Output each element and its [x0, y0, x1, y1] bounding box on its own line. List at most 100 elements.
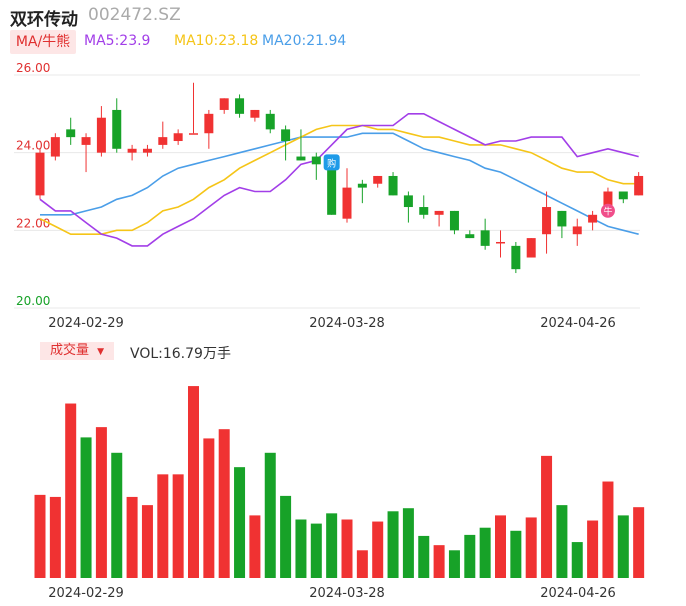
candle-body: [235, 98, 245, 114]
bull-marker-label: 牛: [603, 205, 612, 217]
candle-body: [173, 133, 183, 142]
volume-bar: [402, 508, 414, 578]
candle-body: [373, 175, 383, 184]
candle-body: [250, 109, 260, 118]
x-tick-label: 2024-02-29: [48, 316, 124, 331]
candle-body: [572, 226, 582, 235]
volume-bar: [510, 530, 522, 578]
y-tick-label: 26.00: [16, 61, 50, 75]
candle-body: [557, 210, 567, 227]
volume-bar: [141, 505, 153, 578]
ma20-label: MA20:21.94: [262, 33, 347, 49]
volume-bar: [326, 513, 338, 578]
candle-body: [618, 191, 628, 200]
volume-bar: [602, 481, 614, 578]
volume-x-tick-label: 2024-04-26: [540, 586, 616, 601]
y-tick-label: 24.00: [16, 139, 50, 153]
volume-bar: [464, 534, 476, 578]
volume-bar: [264, 452, 276, 578]
candle-body: [480, 230, 490, 246]
candle-body: [311, 156, 321, 165]
candle-body: [204, 113, 214, 134]
volume-bar: [203, 438, 215, 578]
volume-bar: [372, 521, 384, 578]
volume-bar: [310, 523, 322, 578]
volume-bar: [617, 515, 629, 578]
volume-bar: [218, 429, 230, 578]
volume-indicator-label: 成交量: [50, 343, 90, 358]
y-tick-label: 22.00: [16, 216, 50, 230]
volume-bar: [249, 515, 261, 578]
candle-body: [158, 137, 168, 145]
volume-bar: [95, 427, 107, 578]
candle-body: [449, 210, 459, 231]
volume-bar: [587, 520, 599, 578]
caret-down-icon: ▼: [97, 347, 105, 357]
candle-body: [526, 238, 536, 258]
volume-bar: [495, 515, 506, 578]
candle-body: [35, 152, 45, 196]
stock-name: 双环传动: [10, 10, 78, 30]
volume-bar: [49, 496, 61, 578]
ma5-line: [39, 113, 639, 247]
volume-bar: [111, 452, 123, 578]
ma10-line: [39, 124, 639, 235]
ma5-label: MA5:23.9: [84, 33, 151, 49]
candle-body: [496, 241, 505, 244]
candle-body: [96, 117, 106, 153]
candle-body: [465, 234, 475, 239]
buy-marker-icon: [323, 154, 340, 171]
candle-body: [357, 183, 367, 188]
volume-bar: [418, 535, 430, 578]
volume-indicator-button[interactable]: 成交量 ▼: [40, 342, 114, 360]
volume-bar: [234, 467, 246, 578]
candle-body: [66, 129, 76, 138]
bull-marker-icon: [600, 203, 615, 218]
volume-bar: [172, 474, 184, 578]
candle-body: [265, 113, 275, 130]
volume-bar: [157, 474, 169, 578]
volume-bar: [280, 495, 292, 578]
candle-body: [81, 137, 91, 145]
volume-bar: [34, 494, 46, 578]
ma10-label: MA10:23.18: [174, 33, 259, 49]
x-tick-label: 2024-03-28: [309, 316, 385, 331]
candle-body: [434, 210, 444, 215]
volume-bar: [525, 517, 537, 578]
volume-bar: [541, 455, 553, 578]
candle-body: [112, 109, 122, 149]
volume-x-tick-label: 2024-03-28: [309, 586, 385, 601]
volume-bar: [80, 437, 92, 578]
volume-bar: [65, 403, 77, 578]
stock-code: 002472.SZ: [88, 5, 181, 25]
y-tick-label: 20.00: [16, 294, 50, 308]
volume-bar: [188, 386, 199, 578]
candle-body: [511, 245, 521, 270]
ma-toggle-button[interactable]: MA/牛熊: [10, 30, 76, 54]
volume-value: VOL:16.79万手: [130, 346, 231, 362]
volume-bar: [387, 511, 399, 578]
candle-body: [142, 148, 152, 153]
candle-body: [588, 214, 598, 223]
candle-body: [634, 175, 644, 196]
candle-body: [388, 175, 398, 196]
volume-bar: [448, 550, 460, 578]
candle-body: [542, 207, 552, 235]
candle-body: [403, 195, 413, 208]
volume-bar: [479, 527, 491, 578]
candle-body: [603, 191, 613, 215]
candle-body: [296, 156, 306, 161]
volume-bar: [341, 519, 353, 578]
buy-marker-label: 购: [327, 157, 336, 169]
volume-bar: [126, 496, 138, 578]
volume-bar: [556, 505, 568, 578]
candle-body: [327, 164, 337, 215]
candle-body: [281, 129, 291, 142]
candle-body: [189, 133, 198, 135]
volume-bar: [295, 519, 307, 578]
candle-body: [50, 137, 60, 157]
volume-bar: [571, 542, 583, 578]
candle-body: [419, 207, 429, 215]
volume-bar: [433, 545, 445, 578]
